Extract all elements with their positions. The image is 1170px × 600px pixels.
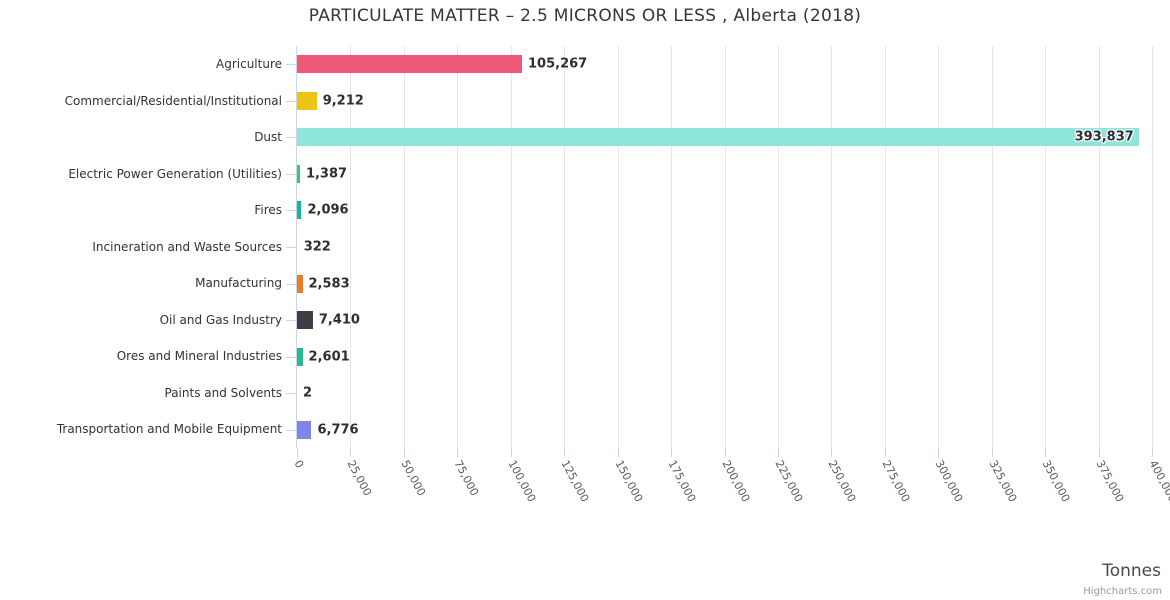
y-axis-tick bbox=[286, 100, 296, 102]
gridline bbox=[510, 46, 512, 448]
gridline bbox=[617, 46, 619, 448]
x-tick-label: 200,000 bbox=[719, 458, 752, 505]
value-label: 2,601 bbox=[308, 349, 350, 365]
plot-area: 0 25,000 50,000 75,000 100,000 125,000 150,000… bbox=[292, 46, 1170, 504]
x-axis-tick bbox=[617, 448, 619, 457]
x-tick-label: 125,000 bbox=[558, 458, 592, 505]
bar[interactable] bbox=[297, 420, 312, 439]
value-label: 2 bbox=[303, 385, 313, 401]
category-label: Agriculture bbox=[216, 57, 282, 71]
bar[interactable] bbox=[297, 311, 313, 330]
x-axis-tick bbox=[671, 448, 673, 457]
gridline bbox=[938, 46, 940, 448]
value-label: 322 bbox=[303, 239, 331, 255]
y-axis-tick bbox=[286, 393, 296, 395]
gridline bbox=[457, 46, 459, 448]
chart-body: Agriculture Commercial/Residential/Instit… bbox=[0, 46, 1170, 504]
gridline bbox=[403, 46, 405, 448]
y-axis-tick bbox=[286, 429, 296, 431]
bar[interactable] bbox=[297, 201, 302, 220]
category-label: Commercial/Residential/Institutional bbox=[64, 93, 282, 108]
gridline bbox=[1152, 46, 1153, 448]
x-axis-tick bbox=[1098, 448, 1100, 457]
x-axis-tick bbox=[724, 448, 726, 457]
value-label: 393,837 bbox=[1074, 129, 1134, 145]
chart-title: PARTICULATE MATTER – 2.5 MICRONS OR LESS… bbox=[308, 6, 862, 26]
x-axis-tick bbox=[350, 448, 352, 457]
category-label: Manufacturing bbox=[195, 276, 282, 291]
category-label: Electric Power Generation (Utilities) bbox=[68, 166, 282, 181]
x-axis-tick bbox=[884, 448, 886, 457]
x-tick-label: 25,000 bbox=[344, 458, 375, 499]
y-axis-tick bbox=[286, 64, 296, 66]
gridline bbox=[831, 46, 833, 448]
x-tick-label: 75,000 bbox=[451, 458, 482, 499]
category-label: Incineration and Waste Sources bbox=[92, 239, 282, 254]
x-tick-label: 375,000 bbox=[1093, 458, 1126, 505]
x-tick-label: 250,000 bbox=[825, 458, 859, 505]
y-axis-tick bbox=[286, 173, 296, 175]
y-axis-labels: Agriculture Commercial/Residential/Instit… bbox=[0, 46, 296, 448]
category-label: Fires bbox=[254, 203, 282, 218]
y-axis-tick bbox=[286, 320, 296, 322]
gridline bbox=[777, 46, 779, 448]
bar[interactable] bbox=[297, 274, 303, 293]
gridline bbox=[724, 46, 726, 448]
x-axis-tick bbox=[991, 448, 993, 457]
bar[interactable] bbox=[297, 91, 317, 110]
x-axis-tick bbox=[403, 448, 405, 457]
x-tick-label: 0 bbox=[291, 458, 307, 471]
value-label: 1,387 bbox=[305, 166, 348, 182]
x-axis-tick bbox=[938, 448, 940, 457]
gridline bbox=[1098, 46, 1100, 448]
x-axis-tick bbox=[777, 448, 779, 457]
bar[interactable] bbox=[297, 55, 522, 74]
x-tick-label: 150,000 bbox=[612, 458, 645, 505]
x-tick-label: 325,000 bbox=[986, 458, 1020, 505]
gridline bbox=[1045, 46, 1047, 448]
x-axis-tick bbox=[831, 448, 833, 457]
category-label: Dust bbox=[254, 130, 282, 145]
category-label: Ores and Mineral Industries bbox=[116, 349, 282, 364]
gridline bbox=[991, 46, 993, 448]
gridline bbox=[564, 46, 566, 448]
value-label: 2,096 bbox=[307, 202, 349, 218]
x-tick-label: 175,000 bbox=[665, 458, 699, 505]
value-label: 6,776 bbox=[317, 422, 359, 438]
x-tick-label: 400,000 bbox=[1146, 458, 1170, 505]
gridline bbox=[350, 46, 352, 448]
category-label: Oil and Gas Industry bbox=[159, 312, 282, 327]
x-axis-tick bbox=[297, 448, 298, 457]
x-axis-tick bbox=[510, 448, 512, 457]
category-label: Transportation and Mobile Equipment bbox=[56, 422, 282, 437]
bar[interactable] bbox=[297, 347, 303, 366]
value-label: 2,583 bbox=[308, 276, 350, 292]
y-axis-tick bbox=[286, 247, 296, 248]
y-axis-tick bbox=[286, 356, 296, 358]
gridline bbox=[884, 46, 886, 448]
x-axis-title: Tonnes bbox=[1102, 561, 1161, 581]
x-tick-label: 275,000 bbox=[879, 458, 913, 505]
x-axis-tick bbox=[1152, 448, 1153, 457]
y-axis-tick bbox=[286, 283, 296, 285]
x-axis-tick bbox=[1045, 448, 1047, 457]
bar[interactable] bbox=[297, 128, 1139, 147]
highcharts-credit-link[interactable]: Highcharts.com bbox=[1083, 586, 1162, 597]
value-label: 9,212 bbox=[322, 93, 364, 109]
value-label: 105,267 bbox=[528, 56, 588, 72]
category-label: Paints and Solvents bbox=[164, 385, 283, 400]
x-tick-label: 350,000 bbox=[1039, 458, 1073, 505]
x-axis-tick bbox=[457, 448, 459, 457]
bar[interactable] bbox=[297, 164, 300, 183]
y-axis-tick bbox=[286, 137, 296, 139]
gridline bbox=[671, 46, 673, 448]
x-tick-label: 300,000 bbox=[932, 458, 966, 505]
x-axis-tick bbox=[564, 448, 566, 457]
y-axis-tick bbox=[286, 210, 296, 212]
x-tick-label: 100,000 bbox=[505, 458, 539, 505]
x-tick-label: 50,000 bbox=[398, 458, 428, 499]
value-label: 7,410 bbox=[318, 312, 360, 328]
x-tick-label: 225,000 bbox=[772, 458, 806, 505]
